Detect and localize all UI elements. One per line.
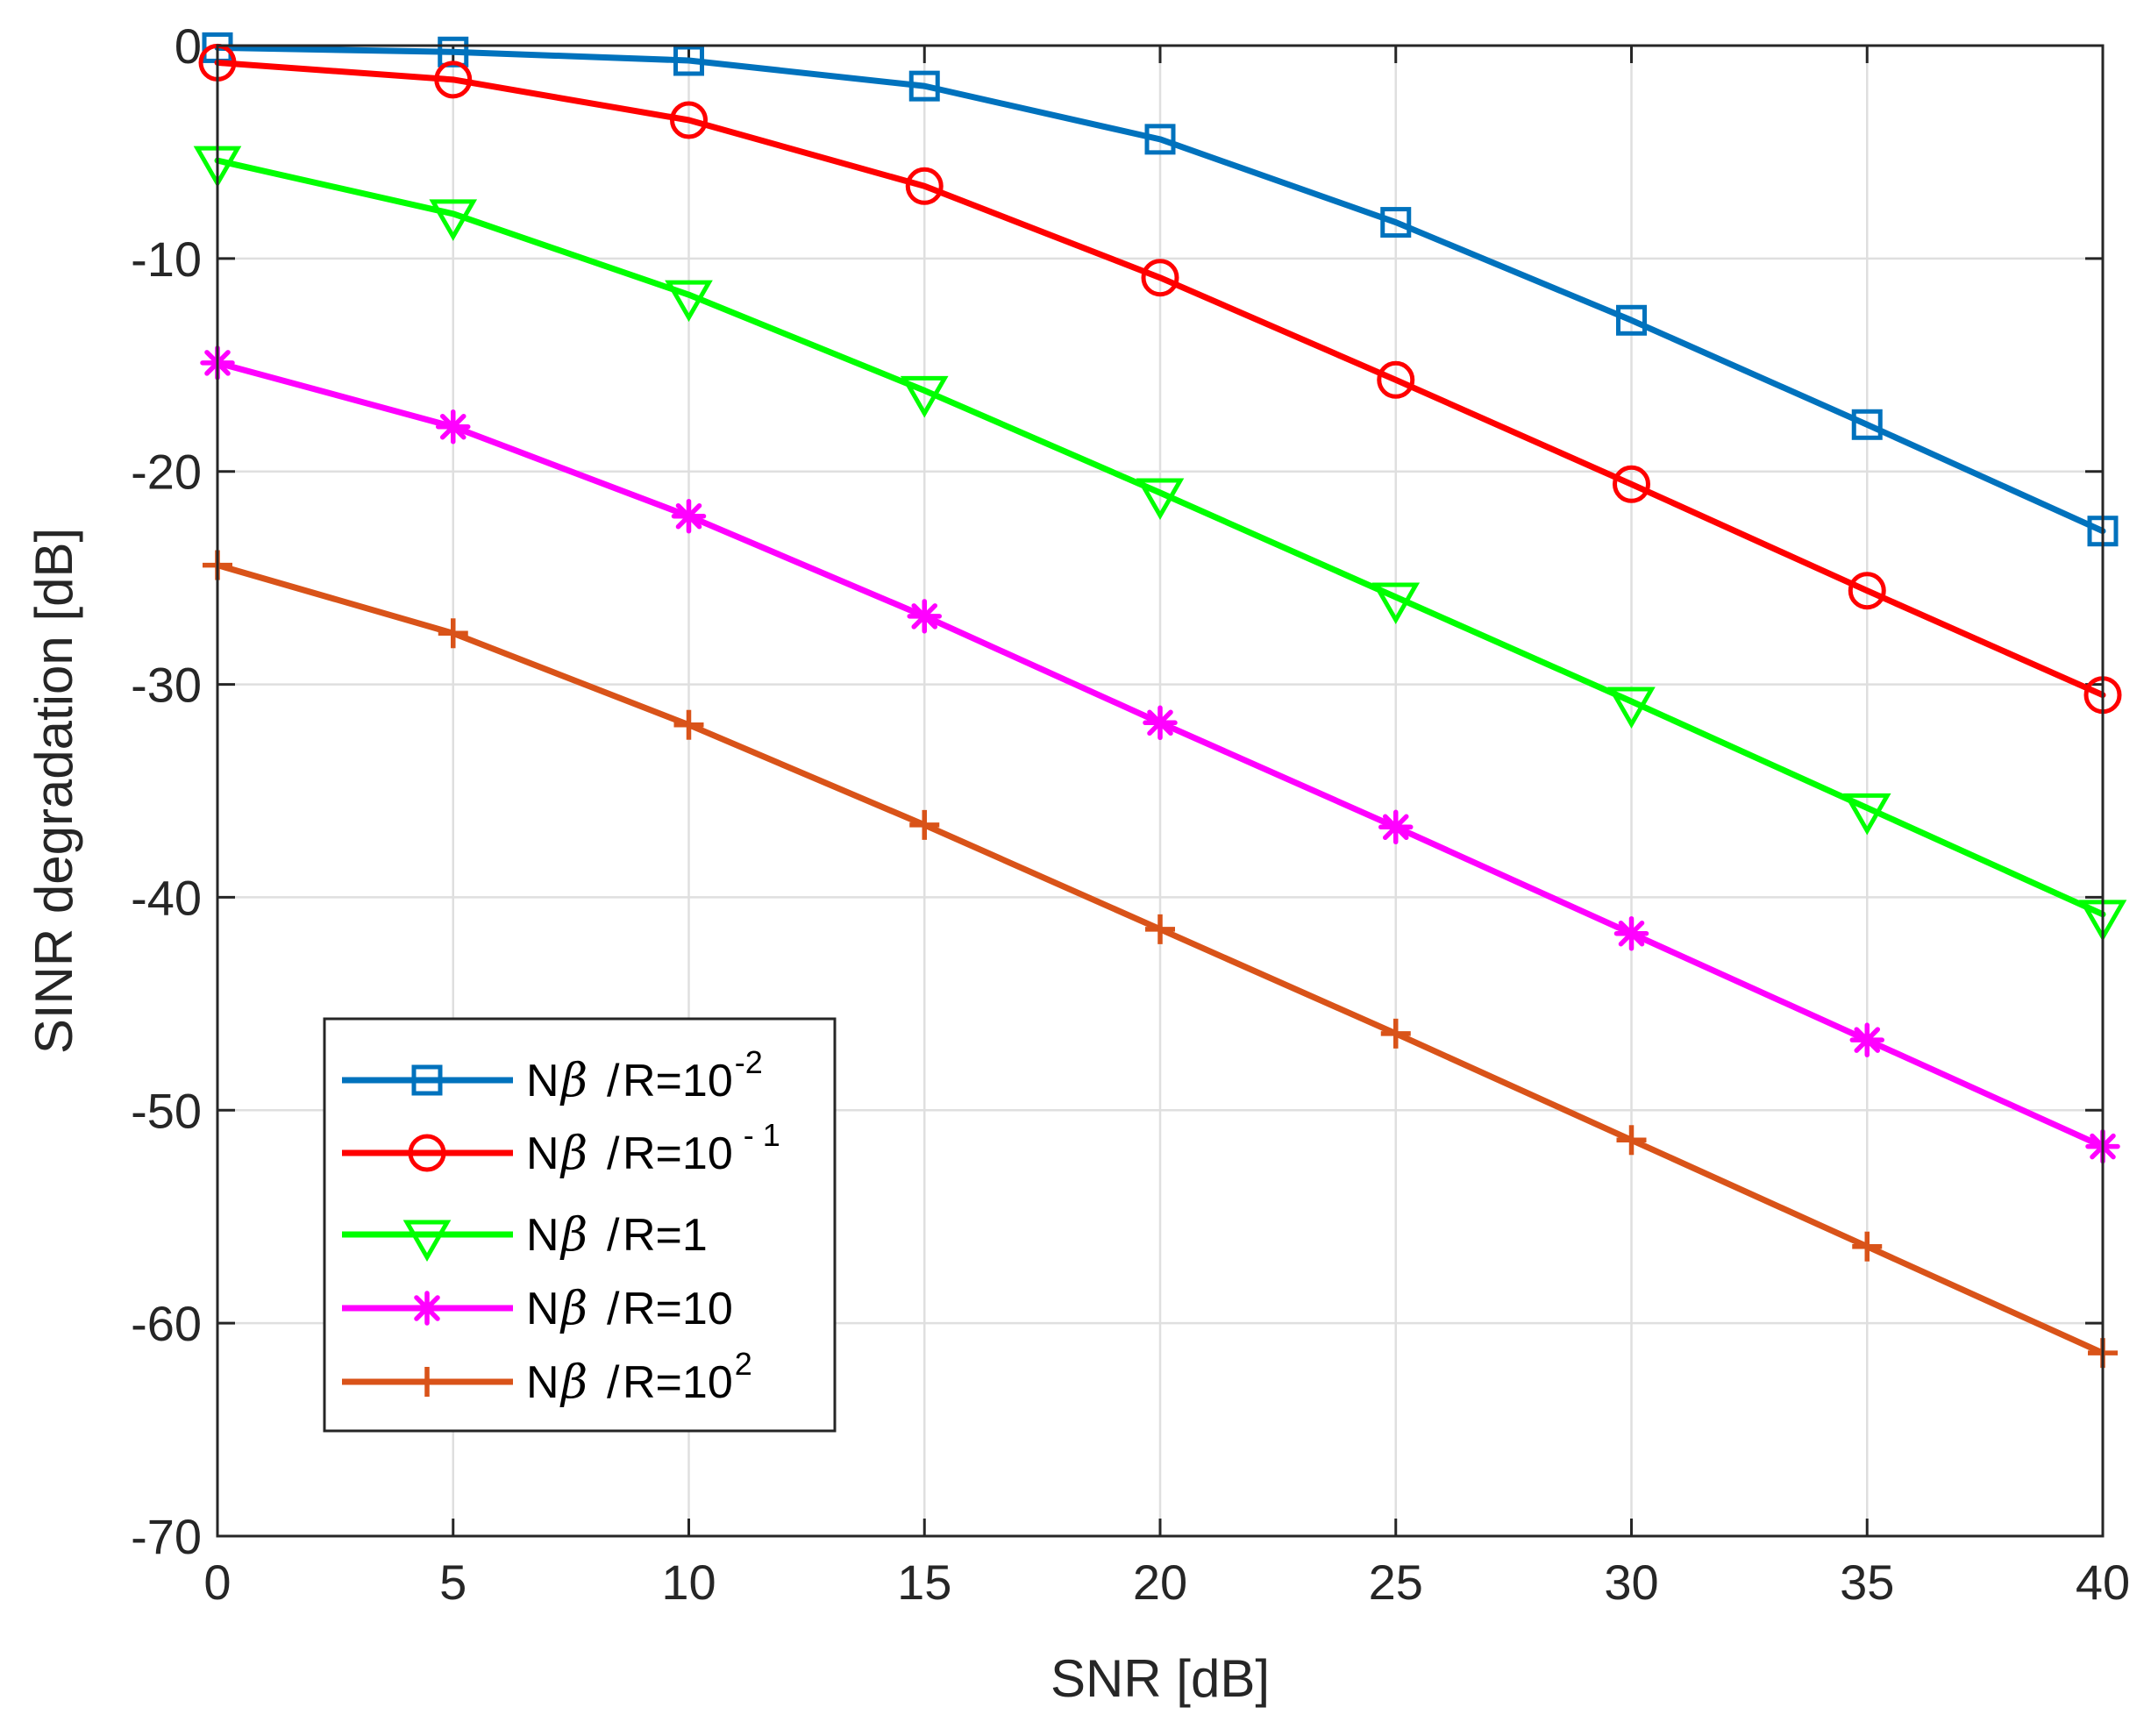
x-axis-label: SNR [dB] [1051, 1649, 1270, 1708]
x-tick-label: 20 [1133, 1555, 1187, 1610]
data-point [665, 280, 713, 323]
data-point [1613, 465, 1650, 503]
x-tick-label: 25 [1369, 1555, 1423, 1610]
x-tick-label: 10 [661, 1555, 716, 1610]
y-axis-label: SINR degradation [dB] [25, 528, 83, 1054]
legend-beta: β [559, 1356, 588, 1409]
y-tick-label: -20 [131, 445, 202, 500]
y-tick-label: -40 [131, 870, 202, 925]
legend-exponent: - 1 [735, 1117, 780, 1153]
data-point [436, 409, 471, 445]
legend-prefix: N [526, 1357, 559, 1408]
legend-prefix: N [526, 1284, 559, 1334]
x-tick-label: 5 [439, 1555, 467, 1610]
legend-beta: β [559, 1283, 588, 1335]
legend-swatch-marker [411, 1064, 443, 1096]
data-point [429, 199, 478, 241]
legend-slash: / [607, 1056, 620, 1106]
legend-label: R=10 [623, 1284, 733, 1334]
legend-prefix: N [526, 1210, 559, 1261]
x-tick-label: 0 [203, 1555, 231, 1610]
data-point [434, 60, 473, 99]
data-point [1842, 793, 1891, 836]
legend-label: R=10 [623, 1357, 733, 1408]
legend-label: R=10 [623, 1056, 733, 1106]
legend-prefix: N [526, 1056, 559, 1106]
y-tick-label: -30 [131, 658, 202, 713]
x-tick-label: 30 [1604, 1555, 1658, 1610]
data-point [908, 70, 940, 102]
y-tick-label: -70 [131, 1509, 202, 1564]
y-tick-label: -60 [131, 1296, 202, 1351]
x-tick-label: 40 [2076, 1555, 2130, 1610]
data-point [907, 599, 942, 634]
legend-swatch-marker [402, 1220, 452, 1263]
data-point [1849, 1022, 1884, 1057]
legend-slash: / [607, 1284, 620, 1334]
legend-swatch-marker [408, 1134, 446, 1172]
data-point [671, 498, 707, 534]
y-tick-label: -10 [131, 231, 202, 287]
data-point [673, 45, 704, 76]
y-tick-label: 0 [175, 18, 202, 74]
x-tick-labels: 0 5 10 15 20 25 30 35 40 [203, 1555, 2130, 1610]
data-point [1136, 478, 1185, 521]
data-point [670, 101, 708, 139]
legend-slash: / [607, 1357, 620, 1408]
data-point [1852, 1231, 1883, 1262]
data-point [900, 375, 949, 418]
legend-beta: β [559, 1128, 588, 1180]
legend-prefix: N [526, 1128, 559, 1179]
data-point [1143, 705, 1178, 741]
data-point [1371, 582, 1421, 625]
legend-label: R=10 [623, 1128, 733, 1179]
data-point [1848, 572, 1886, 610]
x-tick-label: 15 [897, 1555, 951, 1610]
data-point [1377, 360, 1415, 399]
legend-swatch-marker [410, 1291, 445, 1326]
legend-exponent: -2 [735, 1044, 763, 1080]
data-point [1144, 124, 1176, 155]
data-point [1380, 1018, 1411, 1049]
data-point [673, 709, 704, 740]
data-point [1141, 259, 1179, 297]
data-point [1145, 914, 1175, 944]
y-tick-labels: 0 -10 -20 -30 -40 -50 -60 -70 [131, 18, 202, 1564]
data-point [1378, 809, 1414, 845]
series-line [214, 44, 2106, 535]
series-4 [200, 345, 2120, 1164]
legend-beta: β [559, 1209, 588, 1262]
legend-slash: / [607, 1128, 620, 1179]
legend-exponent: 2 [735, 1346, 752, 1382]
y-tick-label: -50 [131, 1083, 202, 1138]
legend-slash: / [607, 1210, 620, 1261]
data-point [438, 618, 468, 649]
legend-swatch-marker [412, 1367, 442, 1397]
x-tick-label: 35 [1840, 1555, 1894, 1610]
series-line [214, 157, 2106, 918]
data-point [1851, 409, 1883, 440]
legend-label: R=1 [623, 1210, 708, 1261]
data-point [909, 809, 940, 840]
data-point [1607, 687, 1656, 729]
data-point [1380, 207, 1412, 238]
data-point [1616, 1125, 1647, 1156]
series-line [214, 59, 2106, 699]
data-point [1616, 304, 1647, 336]
legend-beta: β [559, 1055, 588, 1107]
axes-frame [216, 44, 2105, 1538]
data-point [1613, 915, 1649, 951]
data-point [905, 167, 944, 205]
